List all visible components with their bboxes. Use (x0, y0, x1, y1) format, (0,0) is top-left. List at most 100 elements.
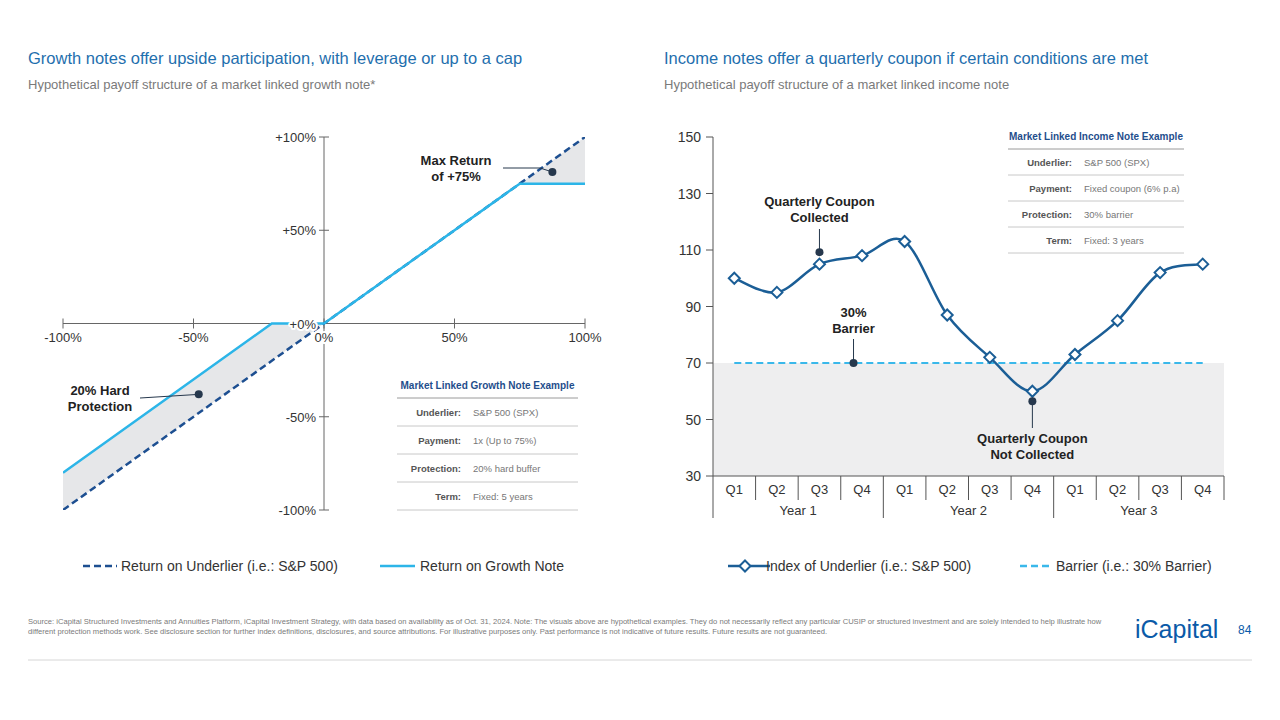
category-divider (840, 476, 841, 500)
category-divider (1096, 476, 1097, 500)
x-tick-label: Q4 (1024, 482, 1041, 497)
marker (899, 236, 910, 247)
marker (1112, 315, 1123, 326)
chart-title: Income notes offer a quarterly coupon if… (664, 49, 1148, 67)
info-label: Underlier: (416, 407, 461, 418)
info-value: Fixed: 3 years (1084, 235, 1144, 246)
category-divider (755, 476, 756, 500)
info-value: Fixed coupon (6% p.a) (1084, 183, 1180, 194)
info-value: 20% hard buffer (473, 463, 540, 474)
y-tick (706, 363, 713, 364)
marker (1027, 386, 1038, 397)
income-chart: Income notes offer a quarterly coupon if… (664, 49, 1224, 574)
marker (771, 287, 782, 298)
info-title: Market Linked Income Note Example (1009, 131, 1183, 142)
x-tick-label: Q1 (896, 482, 913, 497)
y-axis (713, 137, 714, 518)
legend-swatch (1020, 565, 1052, 568)
marker (942, 309, 953, 320)
info-rule (397, 510, 578, 511)
annotation-dot (1028, 397, 1036, 405)
info-title: Market Linked Growth Note Example (401, 380, 575, 391)
x-tick-label: Q3 (811, 482, 828, 497)
info-rule (1008, 149, 1184, 150)
x-tick-label: Q4 (853, 482, 870, 497)
category-divider (968, 476, 969, 500)
category-divider (925, 476, 926, 500)
info-rule (1008, 227, 1184, 228)
info-label: Payment: (1029, 183, 1072, 194)
footer-note: Source: iCapital Structured Investments … (28, 617, 1120, 637)
info-value: Fixed: 5 years (473, 491, 533, 502)
y-tick (706, 476, 713, 477)
legend-label: Barrier (i.e.: 30% Barrier) (1056, 558, 1212, 574)
category-divider (1224, 476, 1225, 500)
barrier-zone (713, 363, 1224, 476)
marker (984, 352, 995, 363)
y-tick-label: -100% (278, 503, 316, 518)
plot-area (63, 137, 585, 510)
y-tick (706, 137, 713, 138)
x-tick-label: Q3 (1151, 482, 1168, 497)
legend: Return on Underlier (i.e.: S&P 500) Retur… (83, 558, 564, 574)
x-tick-label: 50% (441, 330, 467, 345)
info-box: Market Linked Income Note ExampleUnderli… (1008, 126, 1184, 253)
info-box: Market Linked Growth Note Example Underli… (397, 375, 578, 510)
y-tick-label: 70 (685, 355, 701, 371)
x-tick-label: -50% (178, 330, 209, 345)
footer-rule (28, 660, 1252, 661)
info-value: 30% barrier (1084, 209, 1133, 220)
info-rule (397, 398, 578, 399)
y-tick (706, 419, 713, 420)
info-rule (397, 482, 578, 483)
x-tick-label: Q4 (1194, 482, 1211, 497)
info-value: S&P 500 (SPX) (1084, 157, 1149, 168)
info-label: Protection: (411, 463, 461, 474)
info-rule (1008, 253, 1184, 254)
x-tick (63, 319, 64, 329)
marker (814, 259, 825, 270)
annotation: Barrier (832, 321, 875, 336)
info-rule (1008, 201, 1184, 202)
legend-label: Return on Growth Note (420, 558, 564, 574)
annotation: Quarterly Coupon (977, 431, 1088, 446)
info-rule (397, 426, 578, 427)
annotation-dot (548, 168, 556, 176)
x-tick (454, 319, 455, 329)
y-tick-label: 90 (685, 299, 701, 315)
category-divider (1053, 476, 1054, 518)
x-tick-label: Q3 (981, 482, 998, 497)
category-divider (883, 476, 884, 518)
page: Growth notes offer upside participation,… (0, 0, 1280, 720)
y-tick-label: 50 (685, 412, 701, 428)
x-tick-label: Q2 (768, 482, 785, 497)
annotation: of +75% (431, 169, 481, 184)
legend-label: Return on Underlier (i.e.: S&P 500) (121, 558, 338, 574)
y-tick-label: +0% (290, 317, 317, 332)
info-value: 1x (Up to 75%) (473, 435, 536, 446)
x-tick-label: Q1 (1066, 482, 1083, 497)
x-tick-label: -100% (44, 330, 82, 345)
category-divider (798, 476, 799, 500)
annotation-dot (850, 359, 858, 367)
group-label: Year 2 (950, 503, 987, 518)
legend-swatch (83, 565, 117, 568)
category-divider (1138, 476, 1139, 500)
info-rule (1008, 175, 1184, 176)
x-tick (193, 319, 194, 329)
category-divider (1011, 476, 1012, 500)
chart-subtitle: Hypothetical payoff structure of a marke… (664, 77, 1009, 92)
marker (857, 250, 868, 261)
group-label: Year 1 (780, 503, 817, 518)
y-tick-label: +50% (282, 223, 316, 238)
y-tick (319, 230, 329, 231)
annotation: Quarterly Coupon (764, 194, 875, 209)
annotation: Max Return (421, 153, 492, 168)
series-line (63, 137, 585, 510)
annotation: 20% Hard (70, 383, 129, 398)
y-tick (319, 416, 329, 417)
barrier-line (734, 362, 1202, 364)
chart-title: Growth notes offer upside participation,… (28, 49, 522, 67)
x-tick-label: Q2 (939, 482, 956, 497)
y-tick-label: 30 (685, 468, 701, 484)
